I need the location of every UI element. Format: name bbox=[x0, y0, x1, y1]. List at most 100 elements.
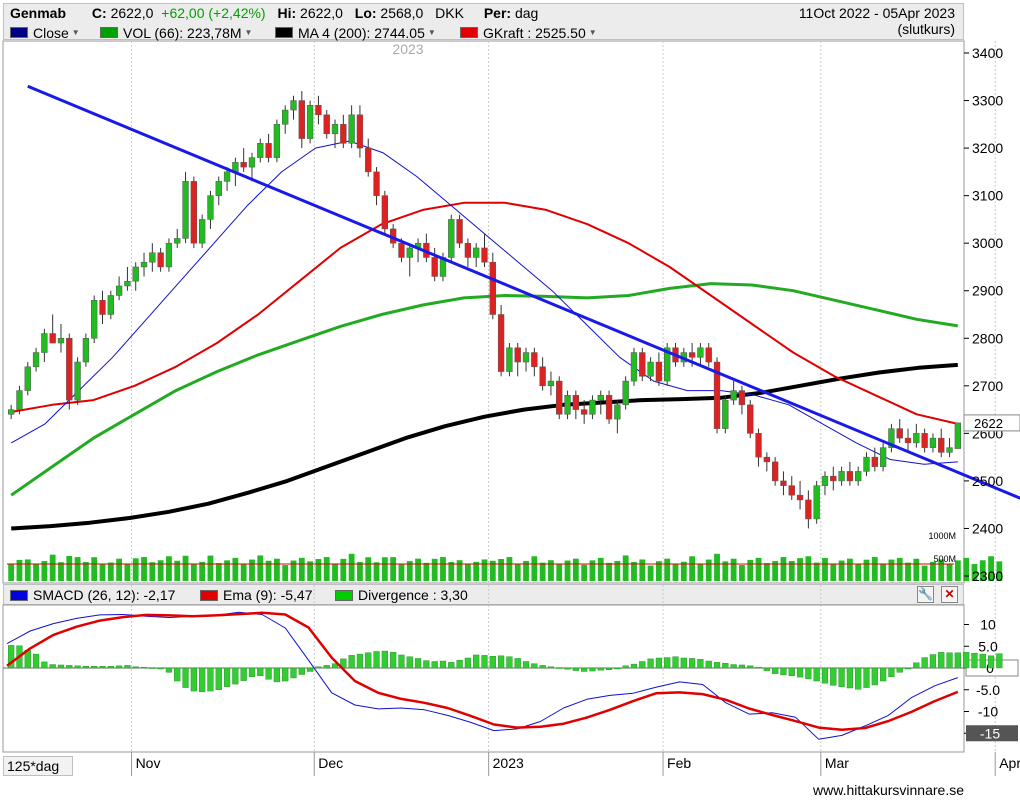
volume-bar bbox=[606, 562, 612, 581]
chevron-down-icon[interactable]: ▼ bbox=[427, 28, 436, 37]
divergence-bar bbox=[830, 667, 837, 686]
volume-bar bbox=[298, 557, 305, 581]
divergence-bar bbox=[282, 667, 289, 682]
candle-body bbox=[863, 456, 870, 472]
divergence-bar bbox=[315, 666, 322, 669]
period-value: dag bbox=[514, 5, 539, 21]
volume-bar bbox=[124, 563, 131, 581]
candle-body bbox=[738, 390, 746, 406]
volume-bar bbox=[797, 558, 803, 581]
volume-bar bbox=[780, 557, 787, 581]
divergence-bar bbox=[431, 661, 438, 669]
divergence-bar bbox=[763, 667, 770, 671]
chart-frame bbox=[2, 40, 965, 753]
candle-body bbox=[921, 433, 928, 448]
candle-body bbox=[57, 338, 65, 344]
price-tick-label: 2900 bbox=[972, 283, 1003, 299]
volume-bar bbox=[340, 558, 347, 581]
chevron-down-icon[interactable]: ▼ bbox=[588, 28, 597, 37]
candle-body bbox=[248, 157, 256, 168]
chevron-down-icon[interactable]: ▼ bbox=[71, 28, 80, 37]
volume-bar bbox=[166, 556, 172, 581]
legend-ema[interactable]: Ema (9): -5,47 bbox=[200, 587, 312, 603]
divergence-bar bbox=[788, 667, 795, 677]
date-range-block: 11Oct 2022 - 05Apr 2023 (slutkurs) bbox=[799, 5, 955, 37]
volume-bar bbox=[16, 559, 23, 581]
legend-volume[interactable]: VOL (66): 223,78M ▼ bbox=[100, 25, 253, 41]
divergence-bar bbox=[747, 665, 754, 669]
candle-body bbox=[298, 100, 305, 139]
volume-swatch bbox=[100, 27, 118, 38]
candle-body bbox=[597, 395, 604, 401]
trendline-segment bbox=[27, 84, 1020, 500]
divergence-bar bbox=[581, 667, 588, 672]
legend-smacd[interactable]: SMACD (26, 12): -2,17 bbox=[10, 587, 175, 603]
legend-divergence[interactable]: Divergence : 3,30 bbox=[335, 587, 468, 603]
volume-bar bbox=[440, 557, 446, 581]
legend-ma-label: MA 4 (200): 2744.05 bbox=[298, 24, 425, 41]
month-label: Nov bbox=[136, 755, 161, 771]
legend-gkraft[interactable]: GKraft : 2525.50 ▼ bbox=[460, 25, 597, 41]
volume-bar bbox=[174, 560, 181, 581]
divergence-bar bbox=[199, 667, 206, 693]
gkraft-swatch bbox=[460, 27, 478, 38]
divergence-bar bbox=[921, 657, 928, 669]
divergence-bar bbox=[265, 667, 272, 680]
legend-close[interactable]: Close ▼ bbox=[10, 25, 80, 41]
moving-averages bbox=[10, 140, 959, 531]
legend-ma[interactable]: MA 4 (200): 2744.05 ▼ bbox=[275, 24, 436, 41]
divergence-bar bbox=[298, 667, 305, 675]
close-icon[interactable]: ✕ bbox=[941, 586, 958, 603]
wrench-icon[interactable]: 🔧 bbox=[917, 586, 934, 603]
month-label: Feb bbox=[667, 755, 691, 771]
divergence-bar bbox=[390, 652, 397, 669]
candle-body bbox=[290, 100, 297, 111]
candle-body bbox=[306, 105, 314, 139]
divergence-bar bbox=[913, 662, 920, 669]
divergence-bar bbox=[124, 665, 131, 669]
chevron-down-icon[interactable]: ▼ bbox=[244, 28, 253, 37]
divergence-bar bbox=[888, 667, 895, 677]
volume-bar bbox=[871, 557, 878, 581]
divergence-bar bbox=[290, 667, 297, 679]
volume-bar bbox=[132, 558, 139, 581]
volume-bar bbox=[722, 561, 729, 581]
volume-bar bbox=[846, 558, 853, 581]
time-axis: Nov Dec 2023 Feb Mar Apr bbox=[131, 752, 1020, 776]
divergence-bar bbox=[904, 667, 912, 670]
period-box[interactable]: 125*dag bbox=[3, 756, 73, 776]
divergence-bar bbox=[99, 666, 106, 669]
divergence-bar bbox=[215, 667, 222, 690]
price-tick-label: 2300 bbox=[972, 568, 1003, 584]
candle-body bbox=[639, 352, 646, 377]
divergence-bar bbox=[439, 660, 447, 669]
volume-bar bbox=[91, 557, 98, 581]
divergence-bar bbox=[323, 665, 330, 669]
candle-body bbox=[215, 181, 222, 196]
volume-bar bbox=[381, 557, 388, 581]
close-label: C: bbox=[91, 5, 107, 21]
high-value: 2622,0 bbox=[300, 5, 343, 21]
divergence-bar bbox=[880, 667, 887, 682]
candle-body bbox=[165, 242, 173, 268]
volume-bar bbox=[979, 560, 986, 581]
divergence-bar bbox=[664, 657, 671, 669]
price-type: (slutkurs) bbox=[897, 21, 955, 37]
divergence-bar bbox=[157, 667, 164, 670]
ema-swatch bbox=[200, 589, 218, 601]
volume-bar bbox=[838, 560, 845, 581]
candle-body bbox=[888, 428, 895, 448]
volume-bar bbox=[971, 564, 978, 581]
divergence-bar bbox=[605, 667, 613, 670]
candle-body bbox=[149, 252, 156, 263]
volume-scale-label: 500M bbox=[933, 554, 956, 564]
volume-bar bbox=[456, 560, 463, 581]
divergence-bar bbox=[755, 666, 762, 669]
divergence-bar bbox=[149, 667, 156, 669]
volume-bar bbox=[913, 558, 920, 581]
close-value: 2622,0 bbox=[110, 5, 154, 21]
divergence-bar bbox=[464, 657, 471, 669]
candle-body bbox=[32, 352, 40, 368]
candle-body bbox=[348, 114, 355, 144]
volume-bar bbox=[232, 557, 239, 581]
